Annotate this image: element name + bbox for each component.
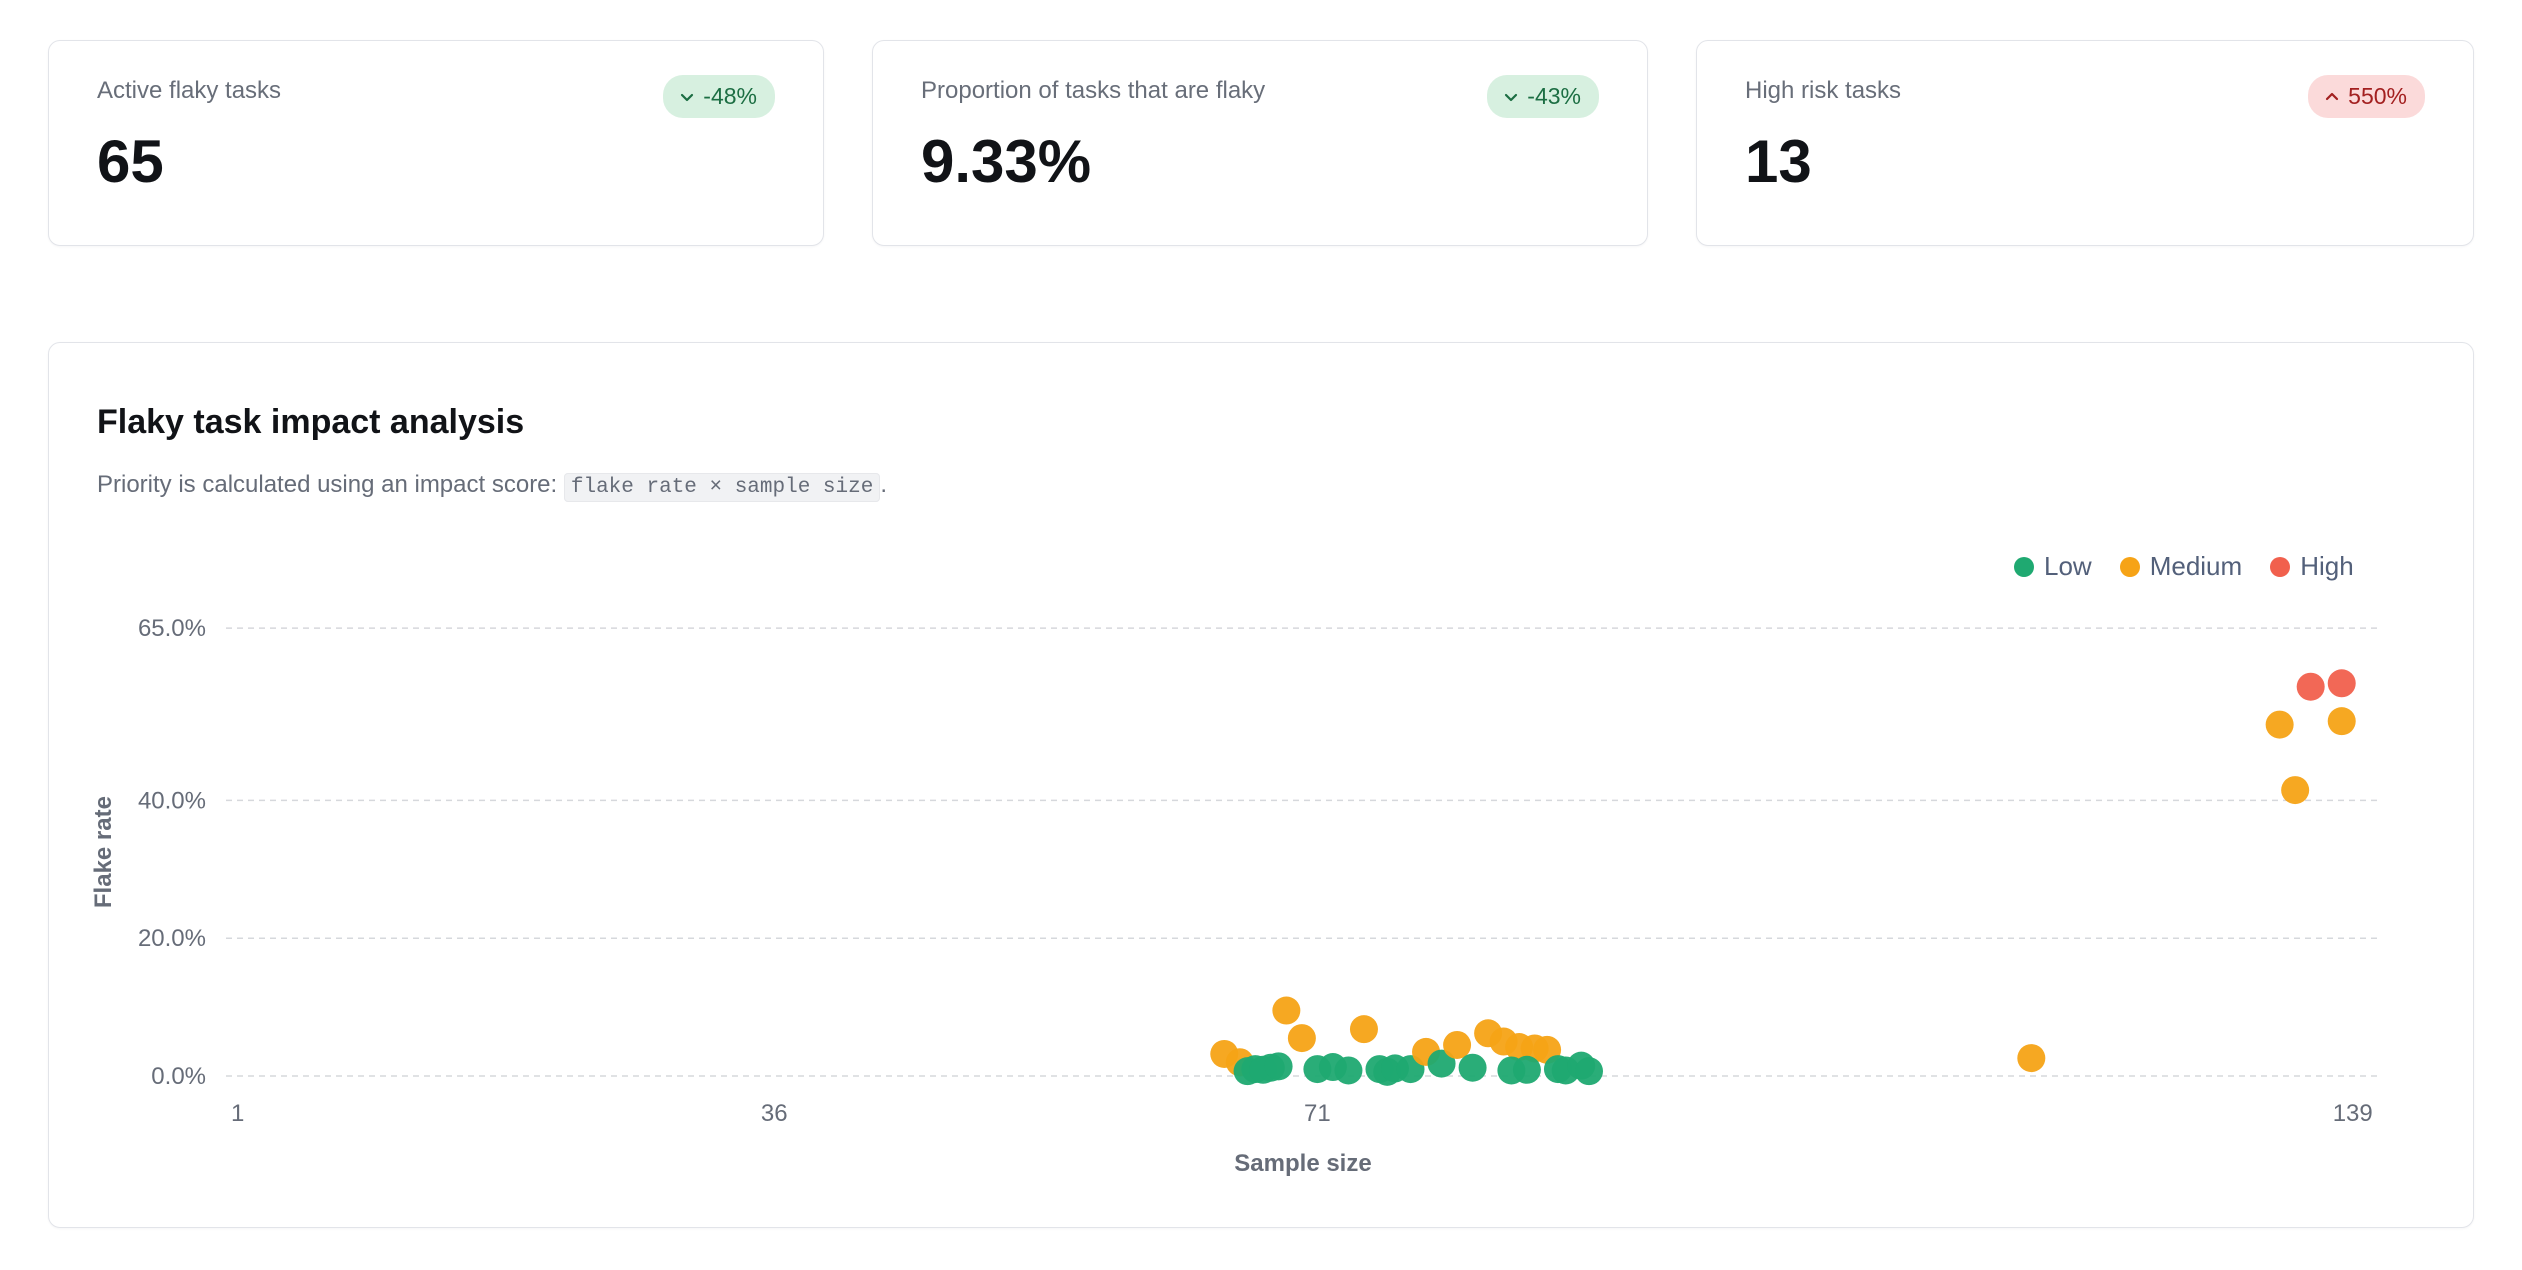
svg-text:40.0%: 40.0%: [138, 787, 206, 814]
svg-text:71: 71: [1304, 1100, 1331, 1127]
svg-text:36: 36: [761, 1100, 788, 1127]
svg-text:0.0%: 0.0%: [151, 1063, 206, 1090]
svg-text:Flake rate: Flake rate: [90, 796, 117, 908]
svg-text:65.0%: 65.0%: [138, 615, 206, 642]
svg-text:1: 1: [231, 1100, 244, 1127]
svg-text:20.0%: 20.0%: [138, 925, 206, 952]
svg-text:139: 139: [2333, 1100, 2373, 1127]
svg-text:Sample size: Sample size: [1234, 1150, 1371, 1177]
